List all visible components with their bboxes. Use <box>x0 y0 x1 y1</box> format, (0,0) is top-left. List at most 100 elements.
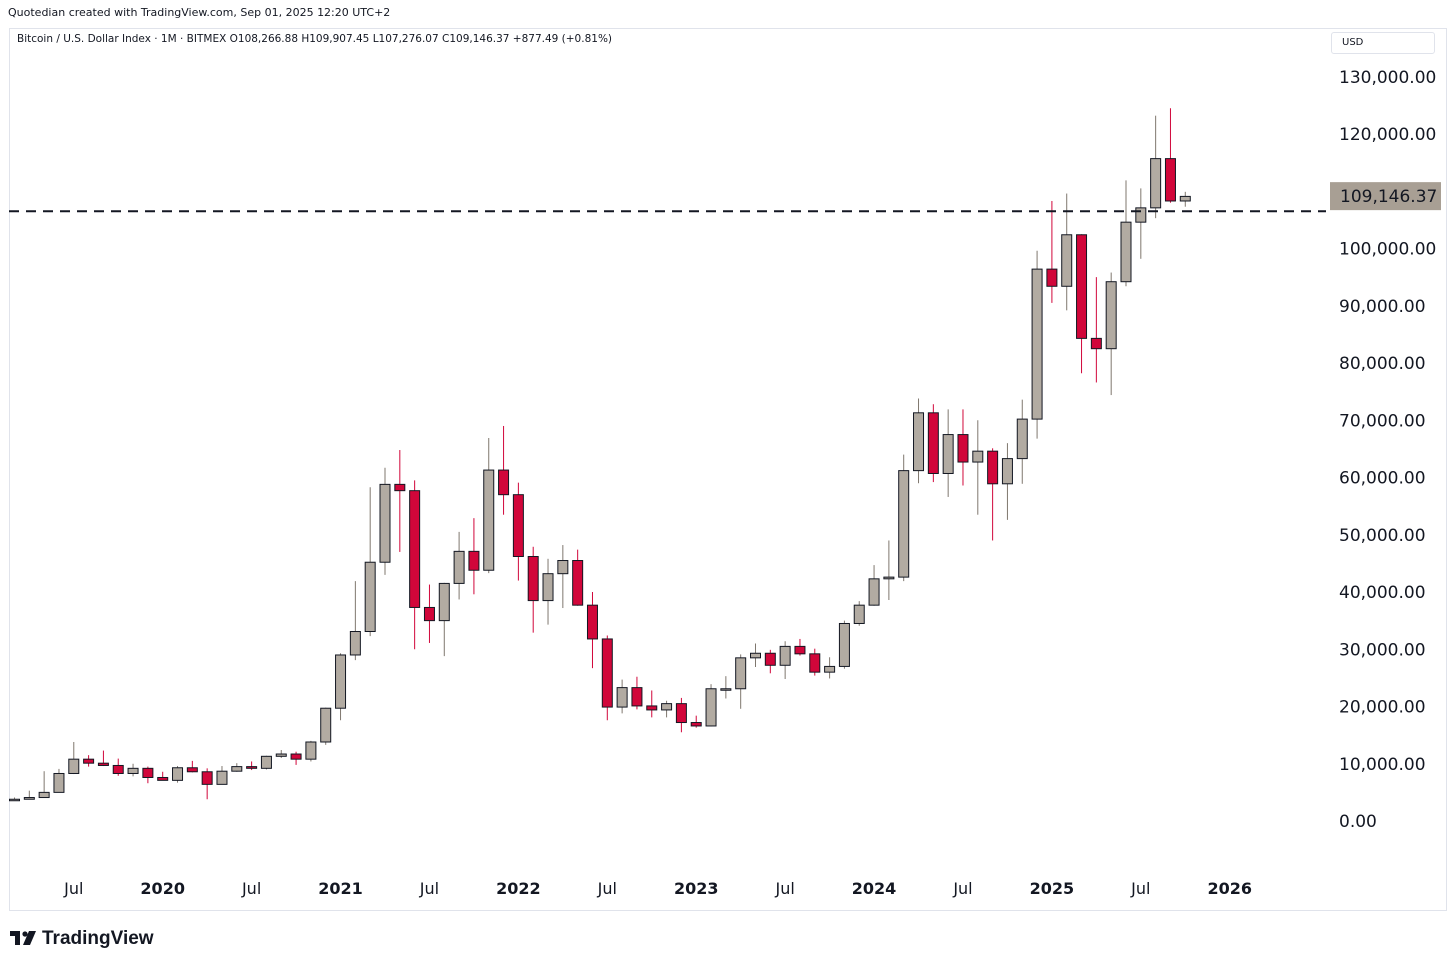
y-tick-label: 70,000.00 <box>1339 411 1426 431</box>
candle-body-up <box>68 758 80 774</box>
candle <box>972 420 984 515</box>
candle <box>1150 115 1162 219</box>
candle <box>631 676 643 710</box>
candle-body-down <box>97 762 109 766</box>
candle-body-up <box>853 604 865 624</box>
candle <box>216 766 228 785</box>
candle-body-down <box>1164 158 1176 202</box>
candle <box>142 766 154 784</box>
x-tick-label: 2021 <box>318 879 363 898</box>
candle-body-up <box>898 470 910 578</box>
candle-body-up <box>735 657 747 690</box>
candle <box>186 760 198 773</box>
candle-body-up <box>972 450 984 463</box>
candle-body-up <box>913 412 925 472</box>
x-axis: Jul 2020 Jul 2021 Jul 2022 Jul 2023 Jul 2024 Jul 20… <box>63 879 1252 898</box>
candle-body-down <box>157 776 169 781</box>
candle-body-up <box>705 688 717 727</box>
candle-body-down <box>83 758 95 764</box>
candle <box>527 546 539 633</box>
candle-body-up <box>779 645 791 666</box>
candle <box>172 766 184 783</box>
candle-body-down <box>809 653 821 673</box>
x-tick-label: Jul <box>1130 879 1150 898</box>
x-tick-label: 2026 <box>1207 879 1252 898</box>
candle-body-up <box>750 652 761 659</box>
y-tick-label: 80,000.00 <box>1339 354 1426 374</box>
tradingview-logo-icon <box>10 931 36 945</box>
candle-body-up <box>1120 221 1132 283</box>
candle <box>616 679 628 714</box>
candle <box>305 740 317 762</box>
candle <box>231 763 243 772</box>
candles-layer <box>9 108 1191 802</box>
candle-body-down <box>1076 234 1088 339</box>
candle <box>201 768 213 800</box>
candle <box>987 448 999 541</box>
y-tick-label: 90,000.00 <box>1339 297 1426 317</box>
candle <box>453 531 465 600</box>
candle <box>735 654 747 709</box>
candle-body-down <box>201 771 213 785</box>
x-tick-label: 2025 <box>1030 879 1075 898</box>
candle <box>290 751 302 765</box>
candle <box>1061 193 1073 311</box>
candle <box>750 643 761 667</box>
candle <box>764 649 776 674</box>
x-tick-label: 2024 <box>852 879 897 898</box>
current-price-label-box <box>1330 182 1441 211</box>
candle-body-down <box>423 606 435 622</box>
candle-body-up <box>1016 418 1028 460</box>
x-tick-label: Jul <box>241 879 261 898</box>
currency-selector[interactable]: USD <box>1331 32 1435 54</box>
candle-body-down <box>957 434 969 463</box>
y-tick-label: 30,000.00 <box>1339 640 1426 660</box>
candle <box>498 425 510 515</box>
candle-body-down <box>290 753 302 760</box>
candle <box>690 715 702 728</box>
x-tick-label: 2022 <box>496 879 541 898</box>
candle <box>1164 108 1176 203</box>
candle <box>364 487 376 637</box>
y-tick-label: 100,000.00 <box>1339 240 1436 260</box>
candle <box>1105 272 1117 396</box>
candle <box>646 690 658 718</box>
candle <box>112 758 124 776</box>
candle <box>824 657 836 679</box>
candle <box>601 635 613 721</box>
candle-body-down <box>186 767 198 773</box>
current-price-label-text: 109,146.37 <box>1340 187 1437 207</box>
candle-body-up <box>216 770 228 785</box>
y-tick-label: 20,000.00 <box>1339 698 1426 718</box>
candle-body-up <box>483 469 495 571</box>
candle-body-up <box>1135 207 1147 223</box>
y-tick-label: 0.00 <box>1339 812 1377 832</box>
candle <box>379 467 391 575</box>
candle <box>542 558 554 625</box>
candle-body-down <box>601 638 613 708</box>
candle-body-up <box>349 631 361 656</box>
candle-body-up <box>53 772 65 793</box>
y-tick-label: 50,000.00 <box>1339 526 1426 546</box>
x-tick-label: Jul <box>952 879 972 898</box>
x-tick-label: Jul <box>597 879 617 898</box>
candle <box>38 771 50 799</box>
candle-body-up <box>9 798 20 802</box>
candle <box>1076 234 1088 374</box>
candle <box>335 653 347 721</box>
candle <box>246 761 258 771</box>
candle <box>483 437 495 574</box>
candle <box>349 581 361 661</box>
candle-body-down <box>927 412 939 474</box>
tradingview-wordmark: TradingView <box>42 928 154 949</box>
candle-body-up <box>868 578 880 606</box>
candle <box>260 755 272 770</box>
candle-body-down <box>675 703 687 724</box>
candle-body-down <box>794 645 806 655</box>
candle <box>898 454 910 582</box>
y-tick-label: 120,000.00 <box>1339 125 1436 145</box>
candle <box>127 763 139 777</box>
candle <box>468 518 480 595</box>
x-tick-label: Jul <box>419 879 439 898</box>
